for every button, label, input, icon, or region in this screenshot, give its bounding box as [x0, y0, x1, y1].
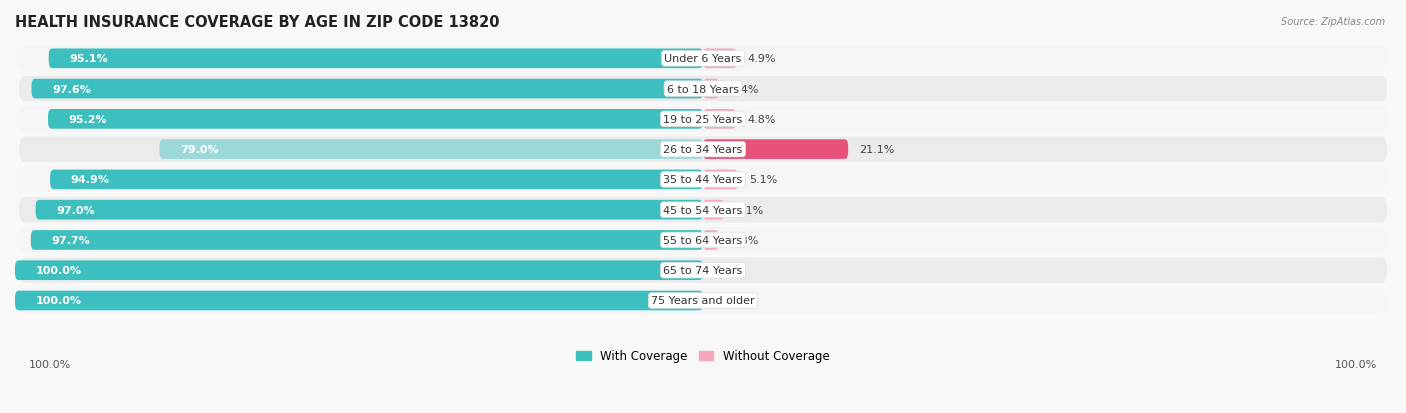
FancyBboxPatch shape [20, 228, 1386, 253]
Text: 2.3%: 2.3% [730, 235, 758, 245]
Text: 100.0%: 100.0% [28, 359, 72, 369]
FancyBboxPatch shape [31, 230, 703, 250]
Text: 55 to 64 Years: 55 to 64 Years [664, 235, 742, 245]
Text: 65 to 74 Years: 65 to 74 Years [664, 266, 742, 275]
FancyBboxPatch shape [703, 80, 720, 99]
Text: 100.0%: 100.0% [35, 266, 82, 275]
FancyBboxPatch shape [35, 200, 703, 220]
FancyBboxPatch shape [703, 170, 738, 190]
FancyBboxPatch shape [20, 77, 1386, 102]
FancyBboxPatch shape [20, 288, 1386, 313]
Text: 94.9%: 94.9% [70, 175, 110, 185]
Text: 4.9%: 4.9% [748, 54, 776, 64]
Text: 100.0%: 100.0% [35, 296, 82, 306]
FancyBboxPatch shape [159, 140, 703, 159]
Text: 0.0%: 0.0% [714, 296, 742, 306]
Text: 45 to 54 Years: 45 to 54 Years [664, 205, 742, 215]
Text: 95.2%: 95.2% [69, 114, 107, 125]
FancyBboxPatch shape [20, 107, 1386, 132]
Text: 100.0%: 100.0% [1334, 359, 1378, 369]
Text: 97.0%: 97.0% [56, 205, 96, 215]
Text: 75 Years and older: 75 Years and older [651, 296, 755, 306]
Text: 6 to 18 Years: 6 to 18 Years [666, 84, 740, 94]
Text: Source: ZipAtlas.com: Source: ZipAtlas.com [1281, 17, 1385, 26]
Legend: With Coverage, Without Coverage: With Coverage, Without Coverage [572, 345, 834, 367]
FancyBboxPatch shape [20, 167, 1386, 192]
Text: 79.0%: 79.0% [180, 145, 219, 155]
FancyBboxPatch shape [20, 47, 1386, 72]
FancyBboxPatch shape [703, 49, 737, 69]
Text: 97.6%: 97.6% [52, 84, 91, 94]
FancyBboxPatch shape [15, 291, 703, 311]
FancyBboxPatch shape [15, 261, 703, 280]
FancyBboxPatch shape [703, 200, 724, 220]
Text: 2.4%: 2.4% [731, 84, 759, 94]
FancyBboxPatch shape [703, 140, 848, 159]
Text: 97.7%: 97.7% [52, 235, 90, 245]
Text: 0.0%: 0.0% [714, 266, 742, 275]
Text: 4.8%: 4.8% [747, 114, 776, 125]
Text: 21.1%: 21.1% [859, 145, 894, 155]
FancyBboxPatch shape [20, 197, 1386, 223]
Text: 95.1%: 95.1% [69, 54, 108, 64]
FancyBboxPatch shape [703, 230, 718, 250]
FancyBboxPatch shape [20, 258, 1386, 283]
Text: 19 to 25 Years: 19 to 25 Years [664, 114, 742, 125]
Text: 26 to 34 Years: 26 to 34 Years [664, 145, 742, 155]
Text: 5.1%: 5.1% [749, 175, 778, 185]
FancyBboxPatch shape [703, 110, 735, 129]
Text: Under 6 Years: Under 6 Years [665, 54, 741, 64]
FancyBboxPatch shape [31, 80, 703, 99]
Text: 35 to 44 Years: 35 to 44 Years [664, 175, 742, 185]
Text: 3.1%: 3.1% [735, 205, 763, 215]
FancyBboxPatch shape [51, 170, 703, 190]
FancyBboxPatch shape [20, 137, 1386, 162]
Text: HEALTH INSURANCE COVERAGE BY AGE IN ZIP CODE 13820: HEALTH INSURANCE COVERAGE BY AGE IN ZIP … [15, 15, 499, 30]
FancyBboxPatch shape [48, 110, 703, 129]
FancyBboxPatch shape [49, 49, 703, 69]
